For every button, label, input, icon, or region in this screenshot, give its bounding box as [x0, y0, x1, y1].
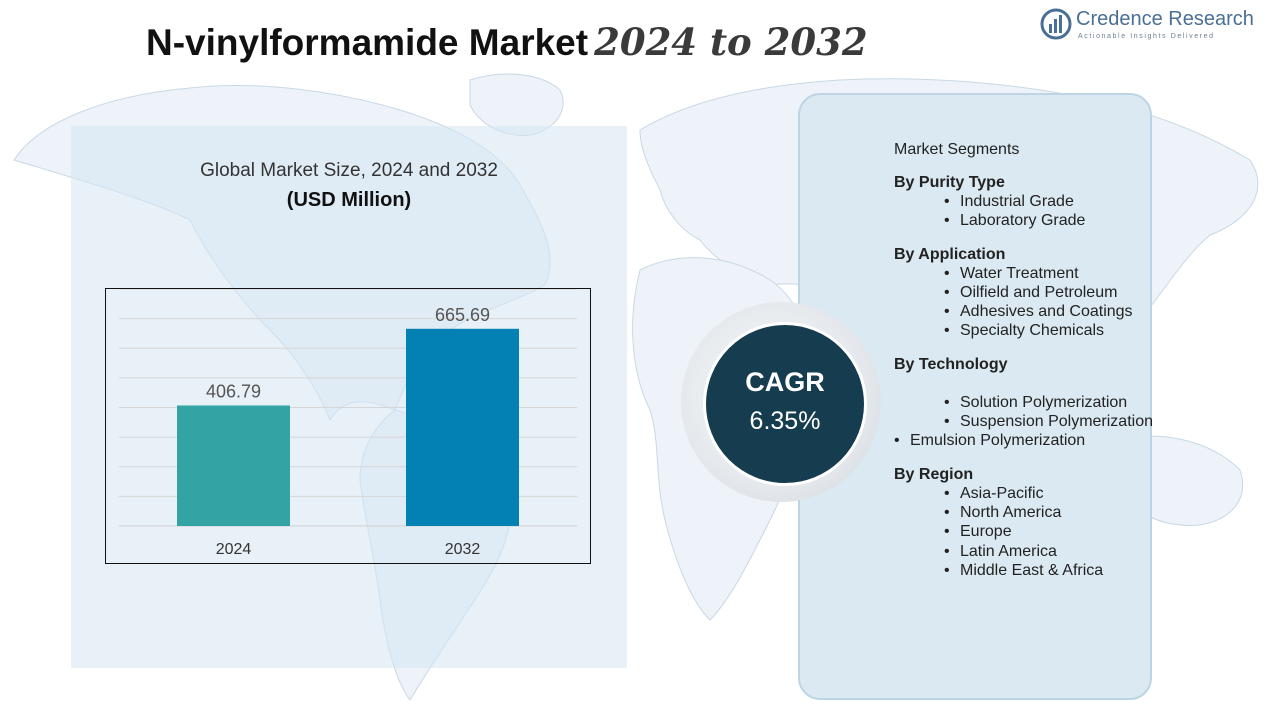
segment-group-region: By Region Asia-Pacific North America Eur… [894, 465, 1154, 581]
segment-item: Adhesives and Coatings [944, 302, 1154, 322]
cagr-value: 6.35% [749, 407, 821, 435]
segment-item: Specialty Chemicals [944, 321, 1154, 341]
segment-item: Laboratory Grade [944, 211, 1154, 231]
title-years: 2024 to 2032 [594, 20, 868, 64]
segment-group-purity: By Purity Type Industrial Grade Laborato… [894, 173, 1154, 231]
segment-item: Asia-Pacific [944, 484, 1154, 504]
segment-group-title: By Purity Type [894, 174, 1005, 191]
segment-group-title: By Technology [894, 355, 1008, 373]
segment-item: Middle East & Africa [944, 561, 1154, 581]
title-main: N-vinylformamide Market [146, 22, 589, 63]
bar-2024 [177, 405, 290, 526]
segment-item: North America [944, 503, 1154, 523]
market-size-panel [71, 126, 627, 668]
x-tick-label-2024: 2024 [216, 541, 252, 558]
market-segments: Market Segments By Purity Type Industria… [894, 141, 1154, 594]
segment-group-technology: By Technology Solution Polymerization Su… [894, 355, 1154, 451]
bar-2032 [406, 328, 519, 526]
cagr-badge [703, 322, 867, 486]
cagr-label: CAGR [745, 367, 825, 397]
segment-group-application: By Application Water Treatment Oilfield … [894, 245, 1154, 341]
page-title: N-vinylformamide Market 2024 to 2032 [146, 20, 868, 64]
chart-title: Global Market Size, 2024 and 2032 [200, 160, 498, 181]
segment-item: Industrial Grade [944, 192, 1154, 212]
data-label-2024: 406.79 [206, 381, 261, 401]
segment-item: Europe [944, 522, 1154, 542]
segment-group-title: By Region [894, 465, 974, 483]
segment-item: Oilfield and Petroleum [944, 283, 1154, 303]
chart-unit: (USD Million) [286, 189, 412, 211]
logo-globe-icon [1040, 8, 1072, 40]
segment-item: Latin America [944, 542, 1154, 562]
segment-group-title: By Application [894, 245, 1006, 263]
segment-item: Solution Polymerization [944, 393, 1154, 413]
segments-heading: Market Segments [894, 141, 1020, 158]
logo-name: Credence Research [1076, 8, 1254, 30]
data-label-2032: 665.69 [435, 305, 490, 325]
segment-item: Emulsion Polymerization [894, 431, 1154, 451]
brand-logo: Credence Research Actionable Insights De… [1040, 8, 1260, 44]
logo-tagline: Actionable Insights Delivered [1078, 33, 1215, 40]
bar-chart: 406.79 2024 665.69 2032 [119, 289, 577, 558]
segment-item: Suspension Polymerization [944, 412, 1154, 432]
x-tick-label-2032: 2032 [445, 541, 481, 558]
segment-item: Water Treatment [944, 264, 1154, 284]
bar-chart-frame: 406.79 2024 665.69 2032 [105, 288, 591, 564]
